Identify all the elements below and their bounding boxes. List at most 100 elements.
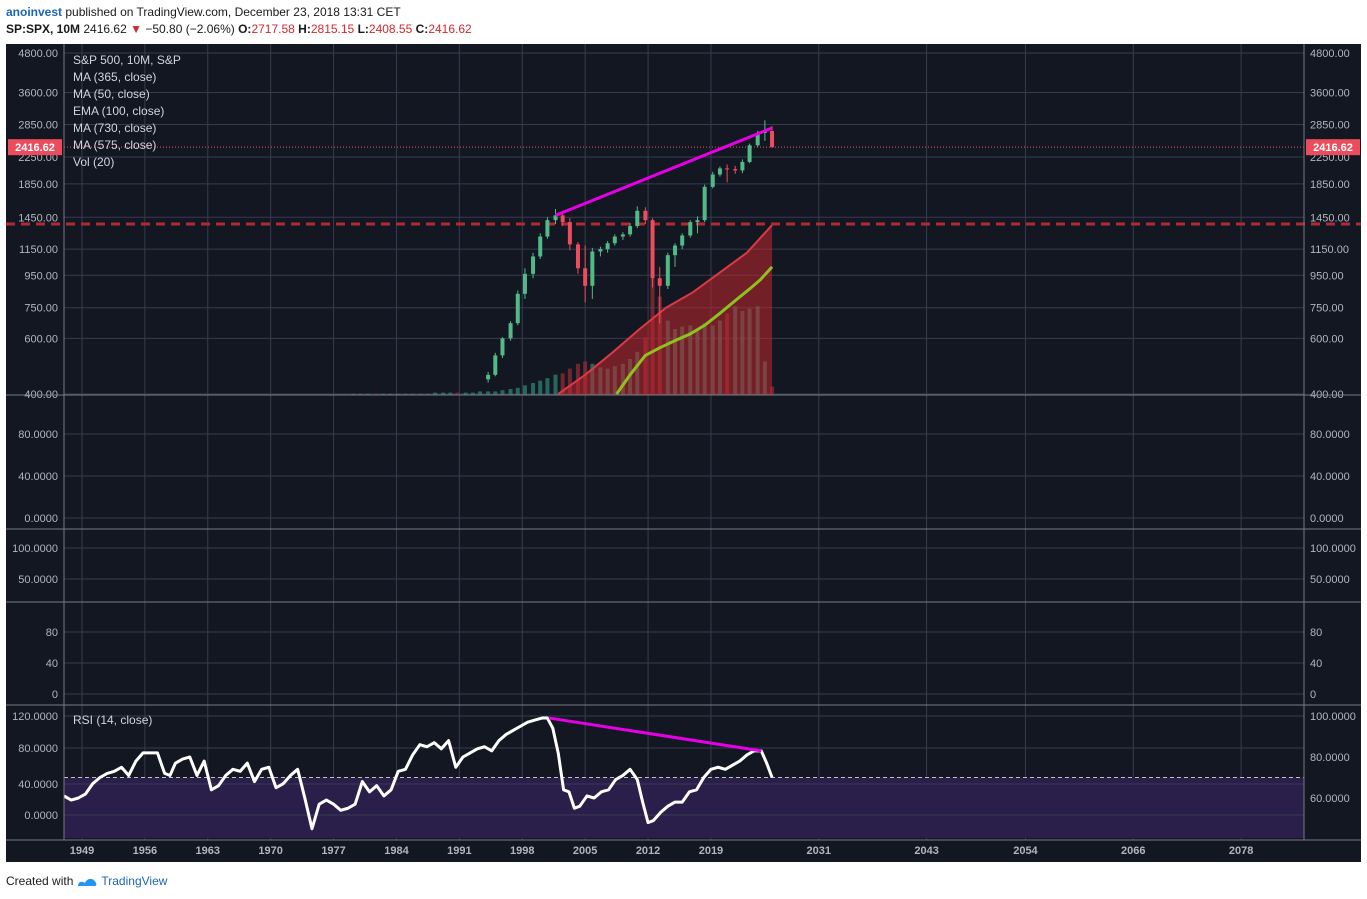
created-with-text: Created with: [6, 874, 74, 888]
candle-body: [598, 249, 603, 252]
chart-title: S&P 500, 10M, S&P: [73, 53, 181, 67]
x-tick-label: 2012: [636, 845, 660, 857]
volume-bar: [478, 391, 483, 395]
open-value: 2717.58: [251, 22, 295, 36]
tradingview-link[interactable]: TradingView: [101, 874, 168, 888]
volume-bar: [388, 393, 393, 395]
symbol-label: SP:SPX, 10M: [6, 22, 81, 36]
volume-bar: [508, 389, 513, 395]
pane-tick-right: 50.0000: [1310, 574, 1350, 586]
price-badge-right: [1306, 139, 1360, 156]
candle-body: [695, 220, 700, 223]
pane-tick-right: 40.0000: [1310, 471, 1350, 483]
pane-tick-left: 80: [46, 627, 58, 639]
y-tick-label-right: 1150.00: [1310, 244, 1349, 256]
candle-body: [531, 256, 536, 274]
rsi-tick-right: 80.0000: [1310, 752, 1350, 764]
x-tick-label: 1984: [384, 845, 409, 857]
volume-bar: [455, 392, 460, 395]
volume-bar: [493, 391, 498, 395]
volume-bar: [410, 393, 415, 395]
price-change: −50.80 (−2.06%): [145, 22, 235, 36]
candle-body: [717, 168, 722, 175]
candle-body: [710, 174, 715, 187]
rsi-tick-right: 100.0000: [1310, 711, 1356, 723]
candle-body: [545, 220, 550, 237]
volume-bar: [373, 393, 378, 395]
volume-bar: [425, 393, 430, 395]
x-tick-label: 1991: [447, 845, 471, 857]
volume-bar: [531, 383, 536, 395]
volume-bar: [403, 393, 408, 395]
y-tick-label-right: 600.00: [1310, 333, 1344, 345]
price-trendline: [554, 126, 773, 217]
down-arrow-icon: ▼: [130, 22, 142, 36]
x-tick-label: 2078: [1229, 845, 1253, 857]
candle-body: [688, 222, 693, 236]
rsi-tick-left: 80.0000: [18, 743, 58, 755]
pane-tick-right: 0: [1310, 689, 1316, 701]
candle-body: [575, 244, 580, 269]
candle-body: [605, 243, 610, 250]
tradingview-logo-icon: [78, 878, 97, 886]
candle-body: [590, 251, 595, 286]
x-tick-label: 2054: [1013, 845, 1038, 857]
rsi-band: [64, 777, 1304, 838]
candle-body: [680, 235, 685, 246]
candle-body: [515, 293, 520, 324]
candle-body: [740, 161, 745, 171]
y-tick-label-right: 750.00: [1310, 303, 1344, 315]
y-tick-label-right: 4800.00: [1310, 48, 1350, 60]
y-tick-label-left: 3600.00: [18, 87, 58, 99]
candle-body: [657, 278, 662, 286]
legend-item: MA (50, close): [73, 87, 150, 101]
y-tick-label-right: 3600.00: [1310, 87, 1350, 99]
publish-info: anoinvest published on TradingView.com, …: [6, 5, 401, 19]
ma-line-red: [557, 224, 773, 395]
x-tick-label: 1998: [510, 845, 534, 857]
legend-item: Vol (20): [73, 155, 114, 169]
volume-bar: [567, 368, 572, 395]
candle-body: [620, 234, 625, 237]
volume-bar: [441, 392, 446, 395]
candle-body: [747, 145, 752, 162]
volume-bar: [545, 378, 550, 395]
candle-body: [500, 338, 505, 356]
y-tick-label-left: 1150.00: [19, 244, 58, 256]
volume-bar: [538, 380, 543, 395]
ma-area: [558, 225, 773, 395]
pane-tick-right: 40: [1310, 658, 1322, 670]
candle-body: [635, 210, 640, 227]
last-price: 2416.62: [83, 22, 127, 36]
x-tick-label: 1977: [321, 845, 345, 857]
x-tick-label: 2005: [573, 845, 597, 857]
x-tick-label: 1949: [70, 845, 94, 857]
ohlc-line: SP:SPX, 10M 2416.62 ▼ −50.80 (−2.06%) O:…: [6, 22, 472, 36]
rsi-tick-left: 120.0000: [12, 711, 58, 723]
x-tick-label: 1956: [133, 845, 157, 857]
y-tick-label-left: 1850.00: [18, 179, 58, 191]
rsi-line: [63, 716, 774, 831]
y-tick-label-left: 4800.00: [18, 48, 58, 60]
pane-tick-left: 40.0000: [18, 471, 58, 483]
ma-line-green: [615, 265, 774, 395]
pane-tick-right: 100.0000: [1310, 543, 1356, 555]
candle-body: [733, 169, 738, 171]
pane-tick-right: 80: [1310, 627, 1322, 639]
price-badge-right-text: 2416.62: [1313, 142, 1353, 154]
x-tick-label: 2019: [699, 845, 723, 857]
candle-body: [673, 245, 678, 256]
candle-body: [493, 355, 498, 375]
candle-body: [538, 236, 543, 257]
rsi-tick-right: 60.0000: [1310, 793, 1350, 805]
volume-bar: [418, 393, 423, 395]
candle-body: [612, 236, 617, 244]
y-tick-label-right: 950.00: [1310, 270, 1344, 282]
author-link[interactable]: anoinvest: [6, 5, 63, 19]
pane-tick-right: 0.0000: [1310, 513, 1344, 525]
volume-bar: [515, 387, 520, 395]
candle-body: [665, 255, 670, 286]
y-tick-label-right: 2850.00: [1310, 120, 1350, 132]
rsi-tick-left: 40.0000: [18, 779, 58, 791]
